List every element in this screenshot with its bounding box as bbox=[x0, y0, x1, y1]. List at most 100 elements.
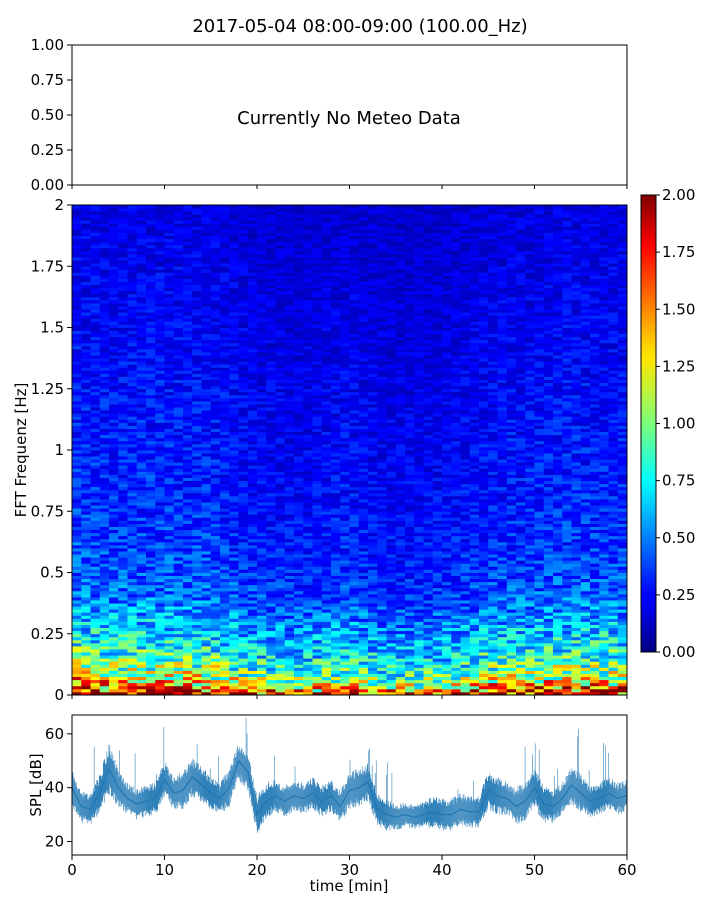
spectrogram-cell bbox=[479, 582, 489, 585]
spectrogram-cell bbox=[303, 618, 313, 621]
spectrogram-cell bbox=[331, 569, 341, 572]
spectrogram-cell bbox=[239, 545, 249, 548]
spectrogram-cell bbox=[414, 450, 424, 453]
spectrogram-cell bbox=[202, 444, 212, 447]
spectrogram-cell bbox=[81, 441, 91, 444]
spectrogram-cell bbox=[211, 490, 221, 493]
spectrogram-cell bbox=[294, 594, 304, 597]
spectrogram-cell bbox=[424, 612, 434, 615]
spectrogram-cell bbox=[220, 566, 230, 569]
spectrogram-cell bbox=[146, 652, 156, 655]
spectrogram-cell bbox=[498, 548, 508, 551]
spectrogram-cell bbox=[81, 563, 91, 566]
spectrogram-cell bbox=[618, 609, 628, 612]
spectrogram-cell bbox=[183, 637, 193, 640]
spectrogram-cell bbox=[590, 683, 600, 686]
spectrogram-cell bbox=[350, 520, 360, 523]
spectrogram-cell bbox=[81, 471, 91, 474]
spectrogram-cell bbox=[451, 671, 461, 674]
spectrogram-cell bbox=[396, 664, 406, 667]
spectrogram-cell bbox=[377, 481, 387, 484]
spectrogram-cell bbox=[470, 579, 480, 582]
spectrogram-cell bbox=[451, 661, 461, 664]
spectrogram-cell bbox=[128, 646, 138, 649]
spectrogram-cell bbox=[572, 606, 582, 609]
spectrogram-cell bbox=[155, 652, 165, 655]
spectrogram-cell bbox=[340, 524, 350, 527]
spectrogram-cell bbox=[525, 628, 535, 631]
spectrogram-cell bbox=[192, 560, 202, 563]
spectrogram-cell bbox=[303, 557, 313, 560]
spectrogram-cell bbox=[146, 456, 156, 459]
spectrogram-cell bbox=[516, 490, 526, 493]
spectrogram-cell bbox=[387, 689, 397, 692]
spectrogram-cell bbox=[396, 517, 406, 520]
spectrogram-cell bbox=[387, 585, 397, 588]
spectrogram-cell bbox=[359, 493, 369, 496]
spectrogram-cell bbox=[257, 652, 267, 655]
spectrogram-cell bbox=[488, 661, 498, 664]
spectrogram-cell bbox=[525, 551, 535, 554]
spectrogram-cell bbox=[137, 508, 147, 511]
spectrogram-cell bbox=[322, 600, 332, 603]
spectrogram-cell bbox=[72, 661, 82, 664]
spectrogram-cell bbox=[81, 664, 91, 667]
spectrogram-cell bbox=[155, 689, 165, 692]
spectrogram-cell bbox=[202, 511, 212, 514]
spectrogram-cell bbox=[81, 579, 91, 582]
spectrogram-cell bbox=[562, 582, 572, 585]
spectrogram-cell bbox=[433, 603, 443, 606]
spectrogram-cell bbox=[340, 576, 350, 579]
spectrogram-cell bbox=[118, 677, 128, 680]
spectrogram-cell bbox=[424, 597, 434, 600]
spectrogram-cell bbox=[266, 554, 276, 557]
spectrogram-cell bbox=[100, 496, 110, 499]
spectrogram-cell bbox=[424, 456, 434, 459]
spectrogram-cell bbox=[581, 576, 591, 579]
spectrogram-cell bbox=[599, 499, 609, 502]
spectrogram-cell bbox=[229, 674, 239, 677]
spectrogram-cell bbox=[451, 582, 461, 585]
spectrogram-cell bbox=[155, 530, 165, 533]
spectrogram-cell bbox=[248, 493, 258, 496]
spectrogram-cell bbox=[128, 569, 138, 572]
spectrogram-cell bbox=[451, 530, 461, 533]
spectrogram-cell bbox=[590, 600, 600, 603]
spectrogram-cell bbox=[590, 634, 600, 637]
spectrogram-cell bbox=[211, 689, 221, 692]
spectrogram-cell bbox=[266, 625, 276, 628]
spectrogram-cell bbox=[109, 655, 119, 658]
spectrogram-cell bbox=[118, 658, 128, 661]
spectrogram-cell bbox=[525, 689, 535, 692]
spectrogram-cell bbox=[118, 484, 128, 487]
spectrogram-cell bbox=[248, 545, 258, 548]
spectrogram-cell bbox=[118, 490, 128, 493]
spectrogram-cell bbox=[266, 539, 276, 542]
spectrogram-cell bbox=[442, 603, 452, 606]
spectrogram-cell bbox=[202, 658, 212, 661]
spectrogram-cell bbox=[618, 465, 628, 468]
spectrogram-cell bbox=[72, 585, 82, 588]
spectrogram-cell bbox=[137, 545, 147, 548]
spectrogram-cell bbox=[229, 508, 239, 511]
spectrogram-cell bbox=[368, 591, 378, 594]
spectrogram-cell bbox=[599, 456, 609, 459]
spectrogram-cell bbox=[470, 456, 480, 459]
spectrogram-cell bbox=[257, 484, 267, 487]
spectrogram-cell bbox=[100, 563, 110, 566]
spectrogram-cell bbox=[405, 609, 415, 612]
spectrogram-cell bbox=[257, 603, 267, 606]
spectrogram-cell bbox=[285, 582, 295, 585]
spectrogram-cell bbox=[257, 524, 267, 527]
spectrogram-cell bbox=[174, 499, 184, 502]
spectrogram-cell bbox=[562, 655, 572, 658]
spectrogram-cell bbox=[581, 508, 591, 511]
spectrogram-cell bbox=[488, 680, 498, 683]
spectrogram-cell bbox=[128, 459, 138, 462]
spectrogram-cell bbox=[128, 686, 138, 689]
spectrogram-cell bbox=[488, 517, 498, 520]
spectrogram-cell bbox=[396, 658, 406, 661]
spectrogram-cell bbox=[396, 560, 406, 563]
spectrogram-cell bbox=[165, 606, 175, 609]
spectrogram-cell bbox=[507, 487, 517, 490]
